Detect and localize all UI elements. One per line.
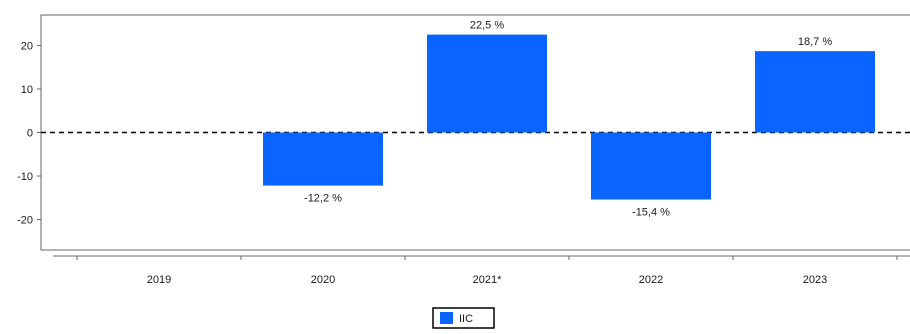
x-tick-label: 2019 — [147, 274, 171, 286]
x-tick-label: 2020 — [311, 274, 335, 286]
y-axis: 20 10 0 -10 -20 — [17, 40, 41, 227]
bar — [263, 132, 383, 186]
legend-swatch — [440, 312, 453, 324]
y-tick-label: -10 — [17, 171, 33, 183]
data-label: 18,7 % — [798, 36, 832, 48]
bar — [755, 51, 875, 133]
legend-label: IIC — [459, 313, 473, 325]
bars-group — [263, 34, 875, 200]
x-tick-label: 2023 — [803, 274, 827, 286]
x-axis: 2019 2020 2021* 2022 2023 — [53, 255, 910, 286]
y-tick-label: -20 — [17, 215, 33, 227]
x-tick-label: 2021* — [473, 274, 502, 286]
y-tick-label: 0 — [27, 128, 33, 140]
data-label: -15,4 % — [632, 207, 670, 219]
data-labels-group: -12,2 % 22,5 % -15,4 % 18,7 % — [304, 20, 832, 219]
x-tick-label: 2022 — [639, 274, 663, 286]
legend: IIC — [432, 307, 495, 329]
data-label: -12,2 % — [304, 193, 342, 205]
data-label: 22,5 % — [470, 20, 504, 32]
bar — [427, 34, 547, 133]
y-tick-label: 20 — [21, 40, 33, 52]
bar — [591, 132, 711, 200]
y-tick-label: 10 — [21, 84, 33, 96]
